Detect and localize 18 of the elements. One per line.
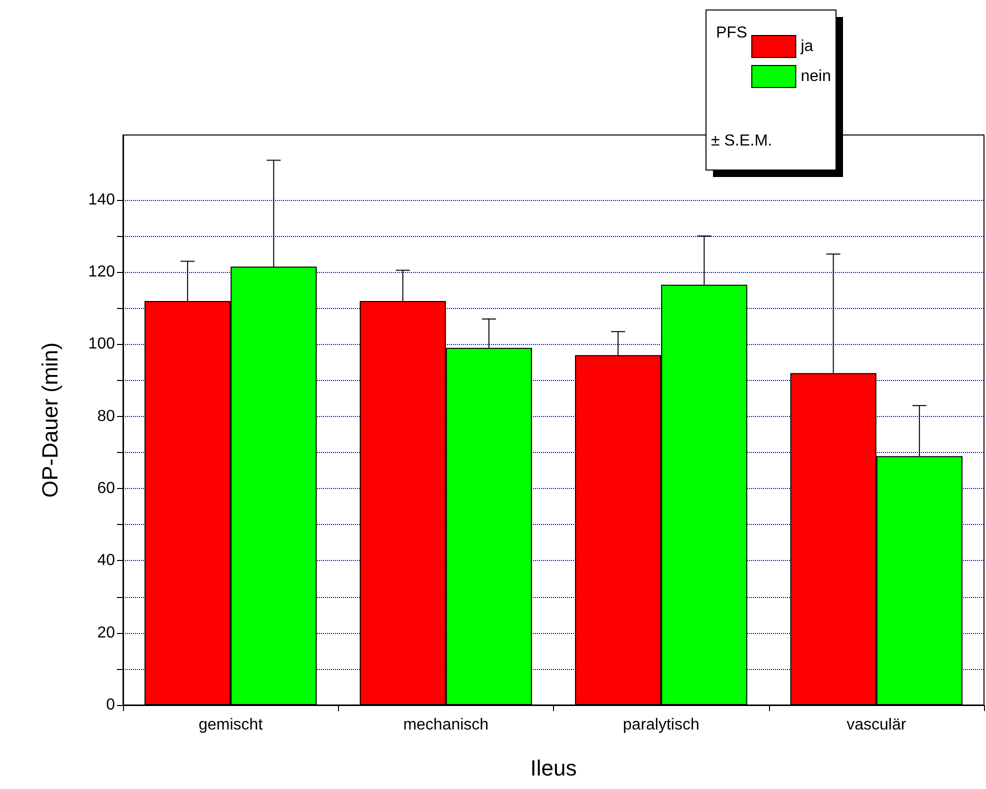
x-tick-label: paralytisch: [622, 716, 700, 734]
y-tick-label: 40: [97, 552, 116, 570]
y-tick-label: 120: [88, 264, 116, 281]
y-tick-label: 80: [97, 408, 116, 425]
legend-label: ja: [800, 38, 814, 55]
y-tick-label: 0: [106, 696, 116, 714]
annotation: ± S.E.M.: [711, 132, 772, 150]
x-tick-label: vasculär: [846, 716, 907, 734]
y-tick-label: 60: [97, 480, 116, 498]
y-axis-title: OP-Dauer (min): [38, 342, 62, 498]
y-tick-label: 100: [88, 336, 116, 353]
x-tick-label: mechanisch: [403, 716, 489, 734]
legend-title: PFS: [716, 24, 748, 42]
legend-label: nein: [800, 68, 831, 85]
x-axis-title: Ileus: [530, 756, 577, 780]
y-tick-label: 20: [97, 624, 116, 642]
x-tick-label: gemischt: [198, 716, 264, 734]
y-tick-label: 140: [88, 191, 116, 208]
